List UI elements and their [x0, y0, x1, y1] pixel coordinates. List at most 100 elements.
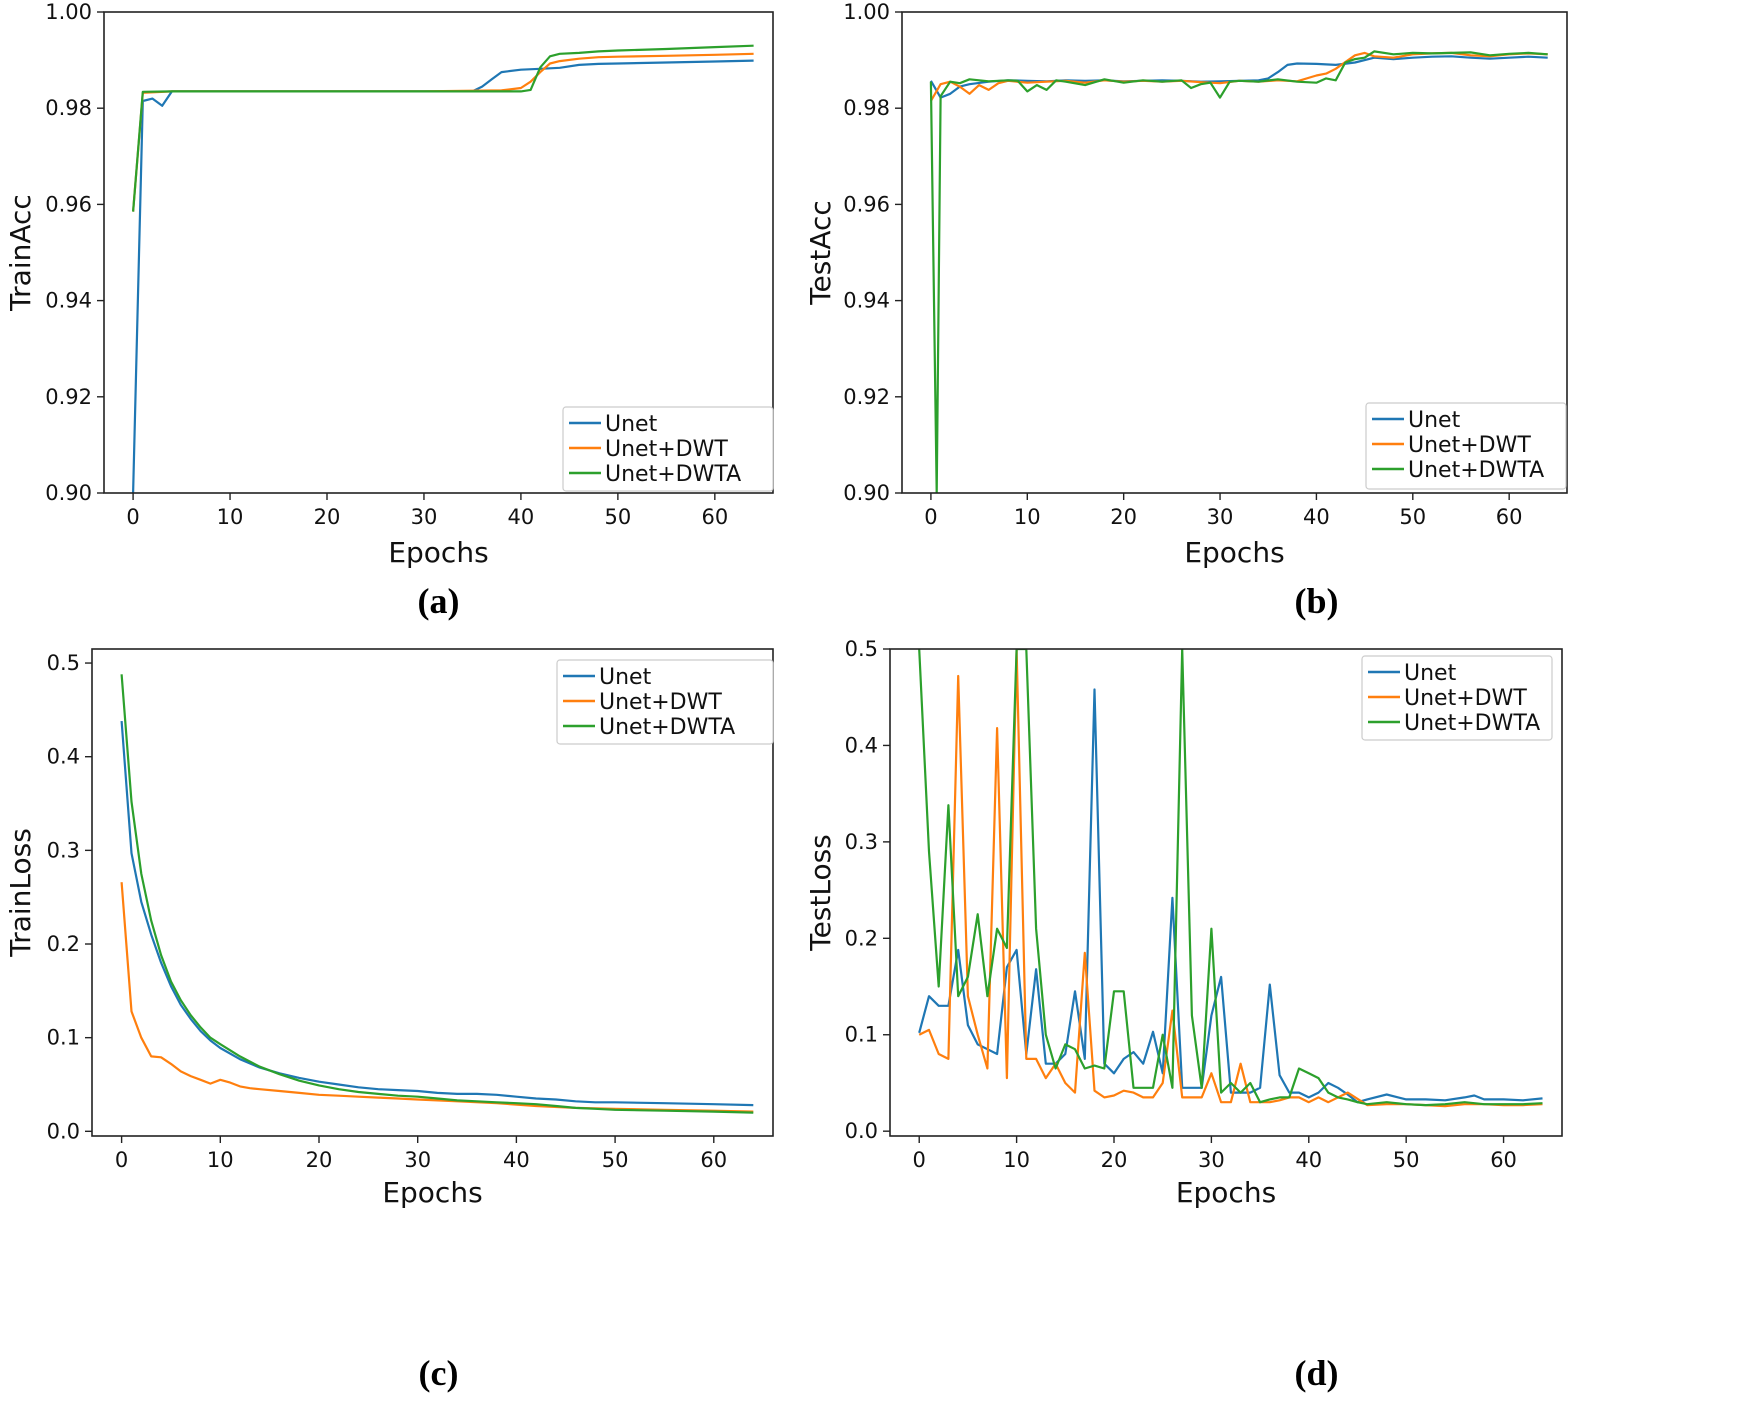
legend-label: Unet+DWTA — [1404, 711, 1540, 736]
y-tick-label: 0.2 — [47, 932, 80, 956]
x-tick-label: 50 — [1399, 505, 1426, 529]
y-tick-label: 0.0 — [47, 1119, 80, 1143]
y-tick-label: 0.92 — [45, 385, 92, 409]
panel-label-a: (a) — [417, 581, 460, 621]
x-axis-title: Epochs — [382, 1176, 482, 1209]
series-line-unet-dwta — [929, 50, 1548, 493]
chart-c-svg: 0 10 20 30 40 50 60 0.0 0.1 0.2 0.3 0.4 0.5 Epochs Tra… — [4, 648, 774, 1209]
x-tick-label: 30 — [404, 1148, 431, 1172]
legend-label: Unet+DWTA — [1408, 458, 1544, 483]
x-tick-label: 50 — [1393, 1148, 1420, 1172]
chart-c-series-group — [120, 674, 754, 1114]
x-axis-title: Epochs — [388, 536, 488, 569]
y-tick-label: 0.3 — [47, 838, 80, 862]
series-line-unet — [120, 721, 754, 1107]
x-tick-label: 30 — [1198, 1148, 1225, 1172]
y-tick-label: 0.94 — [843, 289, 890, 313]
x-tick-label: 10 — [217, 505, 244, 529]
chart-a-svg: 0 10 20 30 40 50 60 0.90 0.92 0.94 0.96 0.98 1.00 Epo… — [4, 0, 774, 569]
y-tick-label: 0.94 — [45, 289, 92, 313]
y-tick-label: 0.98 — [45, 96, 92, 120]
legend-box — [562, 406, 774, 492]
x-tick-label: 20 — [1110, 505, 1137, 529]
series-line-unet-dwt — [132, 52, 754, 212]
x-axis-title: Epochs — [1176, 1176, 1276, 1209]
y-axis-title: TrainAcc — [4, 194, 37, 312]
chart-b-svg: 0 10 20 30 40 50 60 0.90 0.92 0.94 0.96 0.98 1.00 Epo… — [804, 0, 1568, 569]
legend-label: Unet+DWTA — [599, 715, 735, 740]
y-tick-label: 0.96 — [45, 192, 92, 216]
chart-d-series-group — [918, 649, 1543, 1108]
chart-c-frame — [91, 648, 774, 1137]
panel-label-b: (b) — [1294, 581, 1339, 621]
y-tick-label: 0.1 — [47, 1026, 80, 1050]
chart-panel-a: 0 10 20 30 40 50 60 0.90 0.92 0.94 0.96 0.98 1.00 Epo… — [0, 0, 877, 706]
legend-box — [556, 659, 774, 745]
x-tick-label: 0 — [126, 505, 139, 529]
chart-d-frame — [889, 648, 1563, 1137]
y-tick-label: 0.90 — [45, 481, 92, 505]
y-tick-label: 0.96 — [843, 192, 890, 216]
series-line-unet-dwta — [120, 674, 754, 1114]
x-tick-label: 60 — [1490, 1148, 1517, 1172]
y-tick-label: 0.1 — [845, 1023, 878, 1047]
x-tick-label: 40 — [1295, 1148, 1322, 1172]
legend-label: Unet — [599, 665, 652, 690]
chart-panel-b: 0 10 20 30 40 50 60 0.90 0.92 0.94 0.96 0.98 1.00 Epo… — [804, 0, 1755, 706]
legend-box — [1365, 402, 1567, 490]
series-line-unet — [132, 59, 754, 493]
series-line-unet-dwt — [929, 51, 1548, 102]
legend-label: Unet — [605, 412, 658, 437]
legend-label: Unet+DWT — [605, 437, 728, 462]
legend-label: Unet+DWT — [1404, 686, 1527, 711]
x-tick-label: 50 — [605, 505, 632, 529]
y-tick-label: 0.90 — [843, 481, 890, 505]
series-line-unet — [929, 55, 1548, 99]
legend-label: Unet+DWTA — [605, 462, 741, 487]
y-tick-label: 0.3 — [845, 830, 878, 854]
x-tick-label: 0 — [913, 1148, 926, 1172]
x-tick-label: 30 — [1207, 505, 1234, 529]
series-line-unet-dwta — [918, 649, 1543, 1107]
legend-label: Unet+DWT — [1408, 433, 1531, 458]
series-line-unet-dwta — [132, 44, 754, 212]
x-tick-label: 40 — [1303, 505, 1330, 529]
y-tick-label: 0.5 — [845, 637, 878, 661]
x-tick-label: 30 — [411, 505, 438, 529]
y-axis-title: TestAcc — [804, 200, 837, 306]
chart-d-svg: 0 10 20 30 40 50 60 0.0 0.1 0.2 0.3 0.4 0.5 Epochs Tes… — [804, 637, 1563, 1209]
y-tick-label: 0.4 — [47, 745, 80, 769]
y-tick-label: 1.00 — [45, 0, 92, 24]
x-tick-label: 20 — [314, 505, 341, 529]
y-tick-label: 0.5 — [47, 651, 80, 675]
legend-label: Unet — [1404, 661, 1457, 686]
y-tick-label: 1.00 — [843, 0, 890, 24]
x-tick-label: 10 — [207, 1148, 234, 1172]
chart-a-series-group — [132, 44, 754, 493]
panel-label-c: (c) — [418, 1353, 459, 1393]
y-axis-title: TrainLoss — [4, 828, 37, 958]
x-tick-label: 20 — [1101, 1148, 1128, 1172]
chart-b-series-group — [929, 50, 1548, 493]
y-axis-title: TestLoss — [804, 834, 837, 952]
x-tick-label: 50 — [602, 1148, 629, 1172]
panel-label-d: (d) — [1294, 1353, 1339, 1393]
chart-b-frame — [901, 11, 1568, 494]
x-tick-label: 40 — [503, 1148, 530, 1172]
x-tick-label: 60 — [700, 1148, 727, 1172]
x-tick-label: 0 — [924, 505, 937, 529]
legend-label: Unet+DWT — [599, 690, 722, 715]
x-tick-label: 60 — [1496, 505, 1523, 529]
x-tick-label: 60 — [701, 505, 728, 529]
x-tick-label: 10 — [1014, 505, 1041, 529]
y-tick-label: 0.98 — [843, 96, 890, 120]
chart-a-frame — [103, 11, 774, 494]
y-tick-label: 0.4 — [845, 733, 878, 757]
x-axis-title: Epochs — [1184, 536, 1284, 569]
y-tick-label: 0.92 — [843, 385, 890, 409]
x-tick-label: 20 — [306, 1148, 333, 1172]
x-tick-label: 40 — [508, 505, 535, 529]
